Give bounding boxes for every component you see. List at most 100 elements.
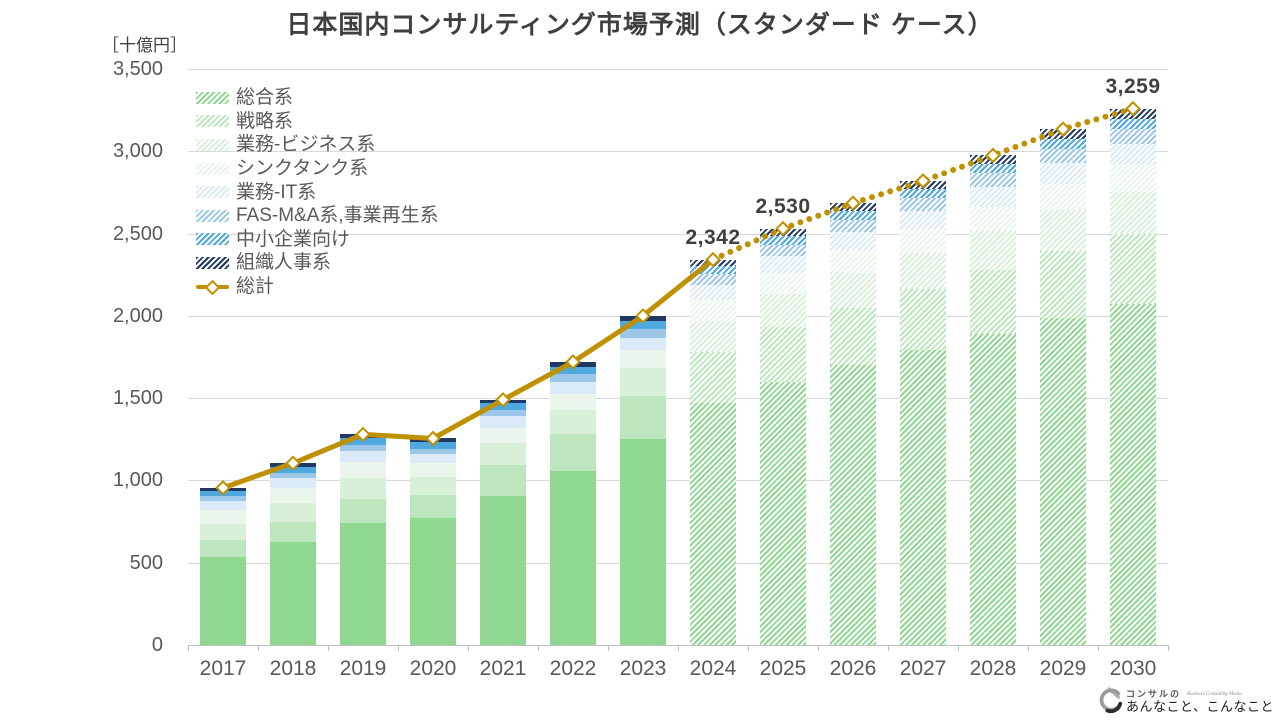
bar-2026-segment-FAS-M&A系,事業再生系 <box>830 220 876 233</box>
bar-2020-segment-FAS-M&A系,事業再生系 <box>410 448 456 455</box>
legend-label: FAS-M&A系,事業再生系 <box>236 205 439 227</box>
y-gridline <box>188 562 1168 564</box>
bar-2029-segment-組織人事系 <box>1040 129 1086 139</box>
bar-2023-segment-FAS-M&A系,事業再生系 <box>620 329 666 338</box>
x-axis-tick <box>468 645 469 651</box>
x-axis-tick <box>1028 645 1029 651</box>
bar-2028-segment-シンクタンク系 <box>970 206 1016 232</box>
x-axis-tick <box>748 645 749 651</box>
legend-swatch-icon <box>196 138 229 151</box>
bar-2024-segment-戦略系 <box>690 352 736 404</box>
y-gridline <box>188 233 1168 235</box>
bar-2027-segment-中小企業向け <box>900 188 946 198</box>
bar-2025-segment-中小企業向け <box>760 235 806 245</box>
bar-2020-segment-総合系 <box>410 517 456 645</box>
point-label-2024: 2,342 <box>685 225 741 249</box>
bar-2023-segment-業務-IT系 <box>620 337 666 351</box>
bar-2027-segment-業務-ビジネス系 <box>900 252 946 290</box>
x-tick-label: 2026 <box>829 657 877 680</box>
bar-2024-segment-総合系 <box>690 403 736 645</box>
bar-2030-segment-戦略系 <box>1110 233 1156 304</box>
x-tick-label: 2028 <box>969 657 1017 680</box>
bar-2028-segment-FAS-M&A系,事業再生系 <box>970 173 1016 188</box>
bar-2020-segment-シンクタンク系 <box>410 463 456 478</box>
bar-2029-segment-業務-ビジネス系 <box>1040 210 1086 251</box>
bar-2027-segment-シンクタンク系 <box>900 228 946 253</box>
legend-item-業務-ビジネス系: 業務-ビジネス系 <box>196 133 439 157</box>
bar-2017-segment-FAS-M&A系,事業再生系 <box>200 496 246 502</box>
logo: コンサルの Business Consulting Media あんなこと、こん… <box>1099 686 1274 714</box>
y-tick-label: 0 <box>151 634 163 656</box>
bar-2023-segment-業務-ビジネス系 <box>620 368 666 396</box>
y-tick-label: 1,000 <box>112 469 163 492</box>
bar-2019-segment-シンクタンク系 <box>340 461 386 479</box>
bar-2030-segment-中小企業向け <box>1110 118 1156 130</box>
legend-swatch-icon <box>196 209 229 222</box>
bar-2027-segment-組織人事系 <box>900 180 946 189</box>
legend-item-シンクタンク系: シンクタンク系 <box>196 157 439 181</box>
y-gridline <box>188 69 1168 70</box>
legend-label: 戦略系 <box>236 110 294 132</box>
bar-2030-segment-組織人事系 <box>1110 108 1156 119</box>
bar-2021-segment-業務-IT系 <box>480 416 526 428</box>
x-axis-tick <box>818 645 819 651</box>
bar-2017-segment-シンクタンク系 <box>200 510 246 525</box>
bar-2021-segment-中小企業向け <box>480 403 526 410</box>
bar-2020-segment-業務-IT系 <box>410 454 456 464</box>
bar-2019-segment-総合系 <box>340 523 386 645</box>
bar-2019-segment-中小企業向け <box>340 438 386 445</box>
bar-2025-segment-総合系 <box>760 381 806 645</box>
legend-label: 中小企業向け <box>236 228 351 250</box>
bar-2020-segment-戦略系 <box>410 494 456 518</box>
bar-2017-segment-総合系 <box>200 557 246 645</box>
bar-2029-segment-シンクタンク系 <box>1040 184 1086 211</box>
bar-2030-segment-FAS-M&A系,事業再生系 <box>1110 129 1156 144</box>
legend-label: 総合系 <box>236 87 294 109</box>
legend-item-総計: 総計 <box>196 275 439 299</box>
bar-2021-segment-総合系 <box>480 496 526 645</box>
bar-2026-segment-総合系 <box>830 365 876 645</box>
legend-line-sample-icon <box>196 279 229 295</box>
bar-2018-segment-シンクタンク系 <box>270 488 316 504</box>
legend-swatch-icon <box>196 233 229 246</box>
legend-label: 業務-IT系 <box>236 181 317 203</box>
bar-2026-segment-業務-ビジネス系 <box>830 272 876 308</box>
bar-2018-segment-中小企業向け <box>270 466 316 473</box>
bar-2019-segment-戦略系 <box>340 498 386 524</box>
x-axis-tick <box>258 645 259 651</box>
legend-item-戦略系: 戦略系 <box>196 110 439 134</box>
y-tick-label: 2,500 <box>112 222 163 245</box>
bar-2022-segment-中小企業向け <box>550 366 596 375</box>
bar-2017-segment-戦略系 <box>200 540 246 558</box>
bar-2023-segment-シンクタンク系 <box>620 350 666 369</box>
y-tick-label: 3,000 <box>112 140 163 163</box>
bar-2021-segment-戦略系 <box>480 464 526 497</box>
bar-2024-segment-業務-IT系 <box>690 284 736 301</box>
bar-2022-segment-総合系 <box>550 471 596 645</box>
legend-label: 業務-ビジネス系 <box>236 134 376 156</box>
legend-item-組織人事系: 組織人事系 <box>196 251 439 275</box>
legend: 総合系 戦略系 業務-ビジネス系 シンクタンク系 業務-IT系 FAS-M&A系,事業再生… <box>196 86 439 298</box>
x-axis-tick <box>608 645 609 651</box>
x-tick-label: 2021 <box>479 657 527 680</box>
legend-swatch-icon <box>196 91 229 104</box>
legend-label: シンクタンク系 <box>236 158 369 180</box>
bar-2018-segment-FAS-M&A系,事業再生系 <box>270 472 316 479</box>
x-axis-tick <box>678 645 679 651</box>
bar-2022-segment-戦略系 <box>550 434 596 472</box>
bar-2027-segment-戦略系 <box>900 289 946 350</box>
y-gridline <box>188 480 1168 482</box>
bar-2019-segment-業務-IT系 <box>340 451 386 462</box>
bar-2019-segment-業務-ビジネス系 <box>340 478 386 499</box>
bar-2022-segment-FAS-M&A系,事業再生系 <box>550 374 596 382</box>
x-tick-label: 2017 <box>199 657 247 680</box>
x-tick-label: 2029 <box>1039 657 1087 680</box>
y-gridline <box>188 151 1168 153</box>
bar-2028-segment-組織人事系 <box>970 155 1016 164</box>
legend-label: 組織人事系 <box>236 252 332 274</box>
bar-2029-segment-総合系 <box>1040 318 1086 645</box>
bar-2028-segment-中小企業向け <box>970 163 1016 174</box>
bar-2024-segment-FAS-M&A系,事業再生系 <box>690 273 736 285</box>
bar-2017-segment-業務-ビジネス系 <box>200 524 246 541</box>
